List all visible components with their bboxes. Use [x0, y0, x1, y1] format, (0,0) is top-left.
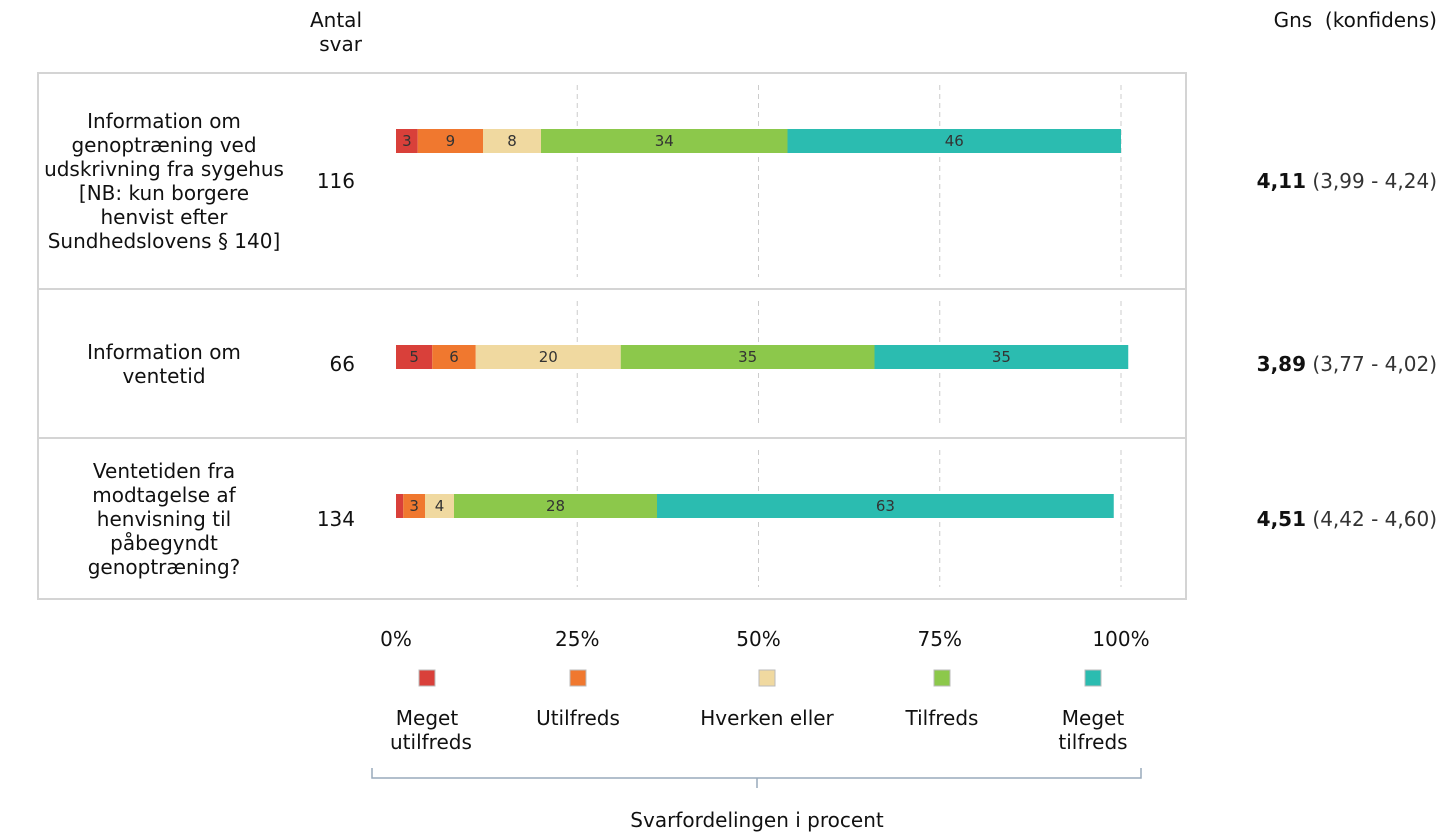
x-tick-label: 100% [1092, 627, 1149, 651]
bar-segment [432, 345, 476, 369]
ci-header: (konfidens) [1324, 8, 1437, 32]
mean-value: 3,89 [1256, 351, 1307, 376]
mean-header: Gns (konfidens) [1274, 8, 1437, 32]
x-tick-label: 0% [380, 627, 412, 651]
segment-label: 8 [507, 132, 517, 150]
segment-label: 46 [945, 132, 964, 150]
mean-value: 4,51 [1256, 506, 1307, 531]
confidence-interval: (4,42 - 4,60) [1312, 506, 1437, 531]
bar-segment [620, 345, 875, 369]
row-label: Information om genoptræning ved udskrivn… [44, 73, 284, 289]
bar-segment [396, 494, 404, 518]
legend-swatch [758, 669, 776, 687]
mean-value: 4,11 [1256, 169, 1307, 193]
response-count: 66 [329, 351, 355, 376]
bar-segment [403, 494, 425, 518]
bar-segment [657, 494, 1114, 518]
segment-label: 35 [738, 348, 757, 366]
mean-header-text: Gns [1273, 8, 1313, 32]
row-label: Ventetiden fra modtagelse af henvisning … [44, 438, 284, 599]
bracket [371, 768, 1142, 788]
bar-segment [874, 345, 1129, 369]
bar-segment [417, 129, 483, 153]
confidence-interval: (3,99 - 4,24) [1312, 169, 1437, 193]
segment-label: 9 [446, 132, 456, 150]
row-label-text: Ventetiden fra modtagelse af henvisning … [87, 458, 241, 579]
bar-segment [541, 129, 788, 153]
segment-label: 28 [546, 497, 565, 515]
bar-segment [396, 345, 433, 369]
bar-segment [425, 494, 454, 518]
segment-label: 35 [992, 348, 1011, 366]
count-header: Antal svar [309, 8, 362, 56]
table-border [37, 72, 1187, 600]
legend-swatch [933, 669, 951, 687]
legend-label: Utilfreds [536, 706, 620, 730]
segment-label: 20 [539, 348, 558, 366]
segment-label: 63 [876, 497, 895, 515]
bar-segment [396, 129, 418, 153]
legend-label: Meget tilfreds [1058, 706, 1128, 754]
segment-label: 5 [409, 348, 419, 366]
legend-swatch [569, 669, 587, 687]
segment-label: 34 [655, 132, 674, 150]
response-count: 134 [316, 506, 355, 531]
segment-label: 4 [435, 497, 445, 515]
legend-swatch [418, 669, 436, 687]
bar-segment [787, 129, 1121, 153]
legend-label: Meget utilfreds [390, 706, 472, 754]
mean-cell: 4,51 (4,42 - 4,60) [1257, 507, 1437, 531]
row-label: Information om ventetid [44, 289, 284, 438]
row-label-text: Information om ventetid [87, 339, 241, 388]
response-count: 116 [316, 169, 355, 193]
legend-swatch [1084, 669, 1102, 687]
segment-label: 6 [449, 348, 459, 366]
bar-segment [475, 345, 621, 369]
legend-label: Tilfreds [905, 706, 979, 730]
mean-cell: 4,11 (3,99 - 4,24) [1257, 169, 1437, 193]
legend-label: Hverken eller [700, 706, 834, 730]
segment-label: 3 [402, 132, 412, 150]
x-tick-label: 50% [736, 627, 780, 651]
row-label-text: Information om genoptræning ved udskrivn… [44, 109, 284, 253]
bar-segment [454, 494, 657, 518]
x-tick-label: 75% [918, 627, 962, 651]
segment-label: 3 [409, 497, 419, 515]
confidence-interval: (3,77 - 4,02) [1312, 351, 1437, 376]
x-axis-label: Svarfordelingen i procent [630, 808, 884, 832]
bar-segment [483, 129, 541, 153]
mean-cell: 3,89 (3,77 - 4,02) [1257, 352, 1437, 376]
x-tick-label: 25% [555, 627, 599, 651]
